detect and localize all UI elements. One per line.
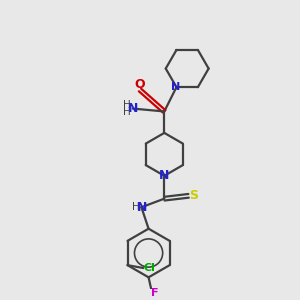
- Text: Cl: Cl: [144, 263, 155, 273]
- Text: H: H: [123, 100, 130, 110]
- Text: F: F: [151, 288, 158, 298]
- Text: N: N: [137, 201, 147, 214]
- Text: S: S: [189, 189, 198, 202]
- Text: N: N: [171, 82, 181, 92]
- Text: N: N: [128, 102, 138, 115]
- Text: O: O: [135, 78, 145, 92]
- Text: H: H: [132, 202, 140, 212]
- Text: N: N: [159, 169, 169, 182]
- Text: H: H: [123, 107, 130, 117]
